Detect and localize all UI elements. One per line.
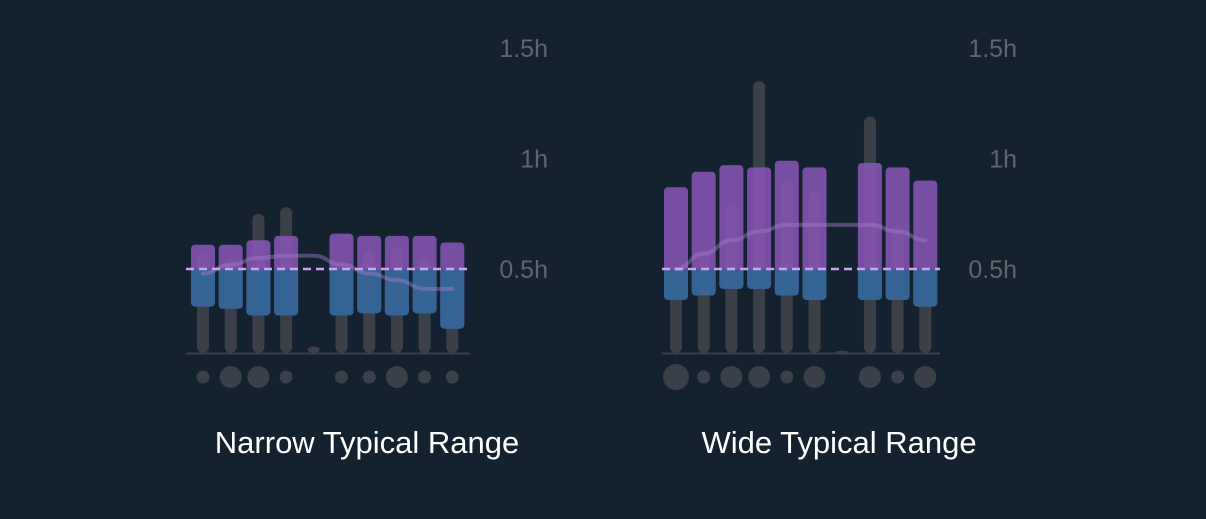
range-bar xyxy=(802,167,827,300)
range-bar-below-average xyxy=(802,269,827,300)
history-bar xyxy=(836,350,849,353)
chart-title-wide: Wide Typical Range xyxy=(701,425,976,460)
y-tick-label: 1h xyxy=(989,146,1017,174)
frequency-dot xyxy=(362,370,376,384)
chart-wide-typical-range: 0.5h 1h 1.5h xyxy=(662,35,1017,390)
frequency-dot xyxy=(720,366,743,388)
frequency-dot xyxy=(803,366,826,388)
range-bar-below-average xyxy=(246,269,271,316)
range-bar-below-average xyxy=(274,269,299,316)
range-bar-below-average xyxy=(412,269,437,314)
chart-narrow-typical-range: 0.5h 1h 1.5h xyxy=(186,35,548,388)
range-bar-below-average xyxy=(747,269,772,289)
range-bar-below-average xyxy=(218,269,243,309)
range-bar xyxy=(857,162,882,300)
range-bar xyxy=(885,167,910,300)
frequency-dot xyxy=(418,370,432,384)
frequency-dot xyxy=(385,366,408,388)
range-bar-below-average xyxy=(191,269,215,307)
range-bar-below-average xyxy=(719,269,744,289)
range-bar-below-average xyxy=(885,269,910,300)
range-bar-below-average xyxy=(774,269,799,296)
frequency-dot xyxy=(196,370,210,384)
frequency-dot xyxy=(445,370,459,384)
history-bar xyxy=(307,346,320,353)
range-bar-below-average xyxy=(857,269,882,300)
range-bar-below-average xyxy=(384,269,409,316)
range-bar xyxy=(691,171,716,296)
range-bar-below-average xyxy=(913,269,938,307)
frequency-dot xyxy=(914,366,937,388)
y-tick-label: 1h xyxy=(520,146,548,174)
range-bar-below-average xyxy=(329,269,354,316)
frequency-dot xyxy=(891,370,905,384)
y-tick-label: 1.5h xyxy=(968,35,1017,63)
y-tick-label: 1.5h xyxy=(499,35,548,63)
range-bar-below-average xyxy=(664,269,688,300)
frequency-dot xyxy=(335,370,348,384)
chart-title-narrow: Narrow Typical Range xyxy=(215,425,519,460)
range-bar-below-average xyxy=(357,269,382,314)
frequency-dot xyxy=(663,364,689,390)
frequency-dot xyxy=(247,366,270,388)
range-bar-below-average xyxy=(691,269,716,296)
frequency-dot xyxy=(780,370,794,384)
range-bar xyxy=(774,160,799,296)
range-bar xyxy=(747,167,772,289)
frequency-dot xyxy=(697,370,711,384)
y-tick-label: 0.5h xyxy=(968,256,1017,284)
range-bar-below-average xyxy=(440,269,465,329)
y-tick-label: 0.5h xyxy=(499,256,548,284)
trend-line xyxy=(201,253,455,291)
range-bar xyxy=(719,165,744,289)
frequency-dot xyxy=(219,366,242,388)
frequency-dot xyxy=(748,366,771,388)
trend-line xyxy=(674,222,928,272)
frequency-dot xyxy=(858,366,881,388)
frequency-dot xyxy=(279,370,293,384)
